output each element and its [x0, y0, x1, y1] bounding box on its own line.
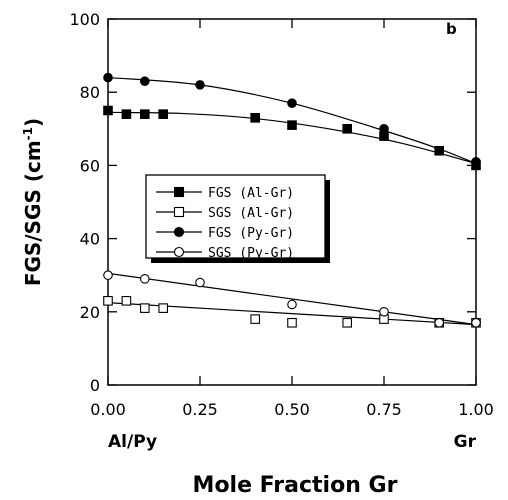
legend-marker	[173, 226, 185, 238]
y-tick-label: 20	[80, 303, 100, 322]
y-tick-label: 0	[90, 376, 100, 395]
data-point	[103, 72, 113, 83]
data-point	[103, 270, 113, 281]
data-point	[140, 303, 150, 313]
legend-label: FGS (Al-Gr)	[208, 186, 294, 201]
data-point	[140, 109, 150, 119]
data-point	[434, 145, 445, 156]
x-right-end-label: Gr	[454, 432, 477, 452]
data-point	[250, 314, 260, 324]
data-point	[140, 76, 150, 87]
data-point	[195, 277, 205, 288]
legend: FGS (Al-Gr) SGS (Al-Gr) FGS (Py-Gr) SGS (Py…	[145, 174, 330, 263]
y-axis-label-close: )	[21, 118, 45, 127]
y-tick-label: 100	[69, 10, 100, 29]
data-point	[158, 303, 168, 313]
data-point	[471, 317, 481, 328]
y-tick-label: 80	[80, 83, 100, 102]
legend-label: SGS (Al-Gr)	[208, 206, 294, 221]
legend-marker	[173, 206, 185, 218]
data-point	[140, 274, 150, 284]
x-tick-label: 0.00	[90, 400, 126, 419]
data-point	[379, 124, 389, 134]
y-axis-label: FGS/SGS (cm	[21, 140, 45, 286]
data-point	[287, 98, 297, 108]
x-left-end-label: Al/Py	[108, 432, 157, 452]
data-point	[342, 317, 353, 328]
data-point	[434, 317, 445, 328]
fit-line	[107, 302, 477, 326]
y-tick-label: 60	[80, 156, 100, 175]
y-tick-label: 40	[80, 230, 100, 249]
data-point	[103, 105, 113, 116]
data-point	[103, 296, 113, 306]
data-point	[287, 317, 297, 328]
x-tick-label: 0.25	[182, 400, 218, 419]
x-axis-label: Mole Fraction Gr	[193, 473, 398, 498]
legend-marker	[173, 186, 185, 198]
axis-ticks: 0.00 0.25 0.50 0.75 1.00 0 20 40 60 80 100	[69, 10, 493, 419]
data-point	[379, 306, 389, 317]
data-point	[195, 80, 205, 90]
data-point	[287, 299, 297, 310]
data-point	[121, 296, 132, 306]
data-markers	[103, 72, 481, 328]
legend-label: SGS (Py-Gr)	[208, 246, 294, 261]
svg-text:FGS/SGS (cm-1): FGS/SGS (cm-1)	[21, 118, 45, 286]
x-tick-label: 1.00	[458, 400, 494, 419]
y-axis-title: FGS/SGS (cm-1)	[21, 118, 45, 286]
y-axis-label-exponent: -1	[21, 127, 35, 140]
fit-line	[107, 111, 477, 165]
data-point	[250, 113, 260, 123]
fit-line	[107, 272, 477, 326]
panel-label: b	[446, 20, 457, 38]
data-point	[342, 124, 353, 134]
data-point	[287, 120, 297, 130]
data-point	[471, 156, 481, 167]
data-point	[158, 109, 168, 119]
legend-label: FGS (Py-Gr)	[208, 226, 294, 241]
legend-marker	[173, 246, 185, 258]
x-tick-label: 0.75	[366, 400, 402, 419]
x-tick-label: 0.50	[274, 400, 310, 419]
data-point	[121, 109, 132, 119]
